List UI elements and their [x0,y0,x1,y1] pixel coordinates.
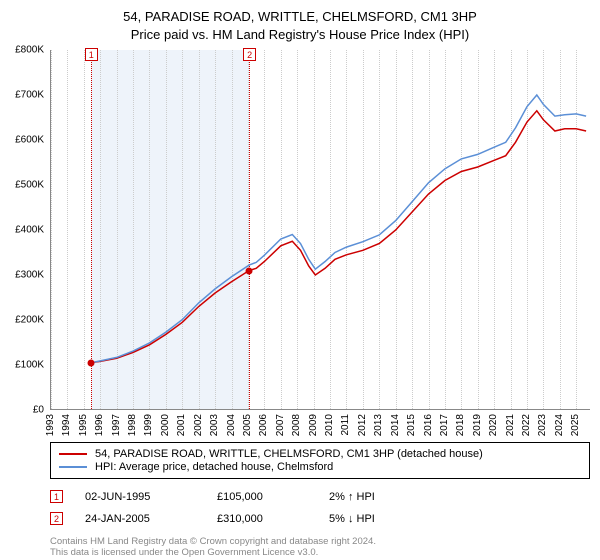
series-property [91,111,586,363]
x-tick-label: 2002 [193,414,204,436]
marker-dot [246,267,253,274]
title-line-1: 54, PARADISE ROAD, WRITTLE, CHELMSFORD, … [0,8,600,26]
y-tick-label: £300K [15,270,44,281]
footer-line-2: This data is licensed under the Open Gov… [50,547,376,558]
y-tick-label: £0 [33,405,44,416]
x-tick-label: 2008 [291,414,302,436]
footer-line-1: Contains HM Land Registry data © Crown c… [50,536,376,547]
legend-swatch-0 [59,453,87,455]
sale-row-0: 1 02-JUN-1995 £105,000 2% ↑ HPI [50,490,590,503]
series-lines [51,50,591,410]
x-tick-label: 2023 [537,414,548,436]
x-tick-label: 2014 [390,414,401,436]
sale-marker-0: 1 [50,490,63,503]
x-tick-label: 1998 [127,414,138,436]
x-tick-label: 2006 [258,414,269,436]
sale-hpi-0: 2% ↑ HPI [329,491,419,503]
x-tick-label: 1996 [94,414,105,436]
legend-row-1: HPI: Average price, detached house, Chel… [59,461,581,473]
x-tick-label: 2025 [570,414,581,436]
series-hpi [91,95,586,363]
y-tick-label: £200K [15,315,44,326]
x-tick-label: 1997 [111,414,122,436]
sale-marker-1: 2 [50,512,63,525]
x-tick-label: 2011 [340,414,351,436]
x-tick-label: 2005 [242,414,253,436]
sale-row-1: 2 24-JAN-2005 £310,000 5% ↓ HPI [50,512,590,525]
x-tick-label: 2004 [226,414,237,436]
title-line-2: Price paid vs. HM Land Registry's House … [0,26,600,44]
legend-label-0: 54, PARADISE ROAD, WRITTLE, CHELMSFORD, … [95,448,483,460]
marker-box: 1 [85,48,98,61]
x-tick-label: 2022 [521,414,532,436]
title-block: 54, PARADISE ROAD, WRITTLE, CHELMSFORD, … [0,0,600,44]
x-tick-label: 2007 [275,414,286,436]
y-tick-label: £400K [15,225,44,236]
x-tick-label: 2013 [373,414,384,436]
x-tick-label: 2001 [176,414,187,436]
x-tick-label: 2019 [472,414,483,436]
x-tick-label: 2021 [505,414,516,436]
x-tick-label: 2015 [406,414,417,436]
y-tick-label: £800K [15,45,44,56]
x-tick-label: 2024 [554,414,565,436]
plot-area: 12 [50,50,590,410]
y-tick-label: £700K [15,90,44,101]
legend-swatch-1 [59,466,87,468]
y-tick-label: £600K [15,135,44,146]
x-tick-label: 1994 [61,414,72,436]
sale-date-0: 02-JUN-1995 [85,491,195,503]
chart-container: 54, PARADISE ROAD, WRITTLE, CHELMSFORD, … [0,0,600,560]
x-tick-label: 1995 [78,414,89,436]
sale-date-1: 24-JAN-2005 [85,513,195,525]
x-tick-label: 2018 [455,414,466,436]
footer: Contains HM Land Registry data © Crown c… [50,536,376,559]
x-tick-label: 2016 [423,414,434,436]
sale-price-1: £310,000 [217,513,307,525]
marker-box: 2 [243,48,256,61]
x-tick-label: 2009 [308,414,319,436]
y-tick-label: £500K [15,180,44,191]
x-tick-label: 2020 [488,414,499,436]
x-tick-label: 2017 [439,414,450,436]
x-tick-label: 1993 [45,414,56,436]
x-tick-label: 2003 [209,414,220,436]
legend-row-0: 54, PARADISE ROAD, WRITTLE, CHELMSFORD, … [59,448,581,460]
legend-box: 54, PARADISE ROAD, WRITTLE, CHELMSFORD, … [50,442,590,479]
x-tick-label: 2012 [357,414,368,436]
marker-dot [87,360,94,367]
sale-price-0: £105,000 [217,491,307,503]
x-tick-label: 2000 [160,414,171,436]
y-tick-label: £100K [15,360,44,371]
legend-label-1: HPI: Average price, detached house, Chel… [95,461,333,473]
chart-area: £0£100K£200K£300K£400K£500K£600K£700K£80… [50,50,590,410]
sale-hpi-1: 5% ↓ HPI [329,513,419,525]
x-tick-label: 2010 [324,414,335,436]
x-tick-label: 1999 [143,414,154,436]
